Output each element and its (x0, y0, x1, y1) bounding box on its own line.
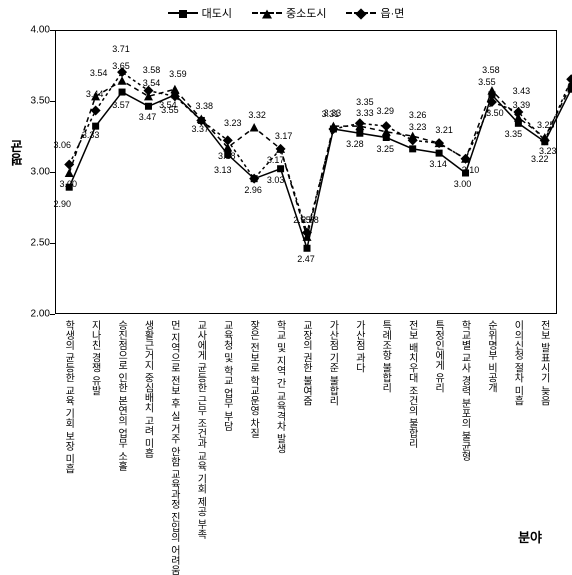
value-label: 3.44 (86, 89, 104, 99)
value-label: 3.47 (139, 112, 157, 122)
value-label: 3.25 (376, 144, 394, 154)
y-tick: 3.00 (20, 167, 50, 178)
x-tick: 학교 및 지역 간 교육격차 발생 (272, 320, 287, 454)
value-label: 3.50 (486, 108, 504, 118)
x-tick: 승진점으로 인한 본연의 업무 소홀 (114, 320, 129, 471)
x-tick: 이의신청 절차 미흡 (510, 320, 525, 406)
value-label: 3.00 (59, 179, 77, 189)
line-chart: 대도시 중소도시 읍·면 평균 분야 2.00 2.50 3.00 3.50 4.00 학… (0, 0, 572, 554)
value-label: 3.00 (454, 179, 472, 189)
value-label: 3.59 (169, 69, 187, 79)
value-label: 3.32 (248, 110, 266, 120)
value-label: 2.47 (297, 254, 315, 264)
value-label: 3.23 (409, 122, 427, 132)
y-tick: 4.00 (20, 25, 50, 36)
value-label: 3.17 (275, 131, 293, 141)
x-tick: 순위명부 비공개 (483, 320, 498, 393)
value-label: 3.38 (196, 101, 214, 111)
value-label: 3.06 (53, 140, 71, 150)
value-label: 3.03 (267, 175, 285, 185)
value-label: 2.55 (293, 215, 311, 225)
value-label: 3.22 (531, 154, 549, 164)
value-label: 3.65 (112, 61, 130, 71)
x-tick: 교사에게 균등한 근무 조건과 교육 기회 제공 부족 (193, 320, 208, 539)
value-label: 3.33 (324, 108, 342, 118)
y-axis-label: 평균 (8, 140, 27, 166)
value-label: 3.43 (513, 86, 531, 96)
value-label: 3.29 (376, 106, 394, 116)
x-tick: 가산점 기준 불합리 (325, 320, 340, 406)
value-label: 3.13 (214, 165, 232, 175)
legend-item-3: 읍·면 (346, 5, 404, 21)
value-label: 3.21 (435, 125, 453, 135)
x-tick: 학교별 교사 경력 분포의 불균형 (457, 320, 472, 461)
y-tick: 2.00 (20, 309, 50, 320)
value-label: 3.35 (505, 129, 523, 139)
legend-item-2: 중소도시 (252, 5, 326, 21)
value-label: 3.18 (218, 151, 236, 161)
x-tick: 가산점 과다 (351, 320, 366, 373)
value-label: 3.54 (90, 68, 108, 78)
value-label: 3.37 (192, 124, 210, 134)
legend: 대도시 중소도시 읍·면 (0, 5, 572, 21)
y-tick: 3.50 (20, 96, 50, 107)
value-label: 3.58 (143, 65, 161, 75)
value-label: 3.58 (482, 65, 500, 75)
value-label: 3.35 (356, 97, 374, 107)
value-label: 3.55 (161, 105, 179, 115)
value-label: 3.71 (112, 44, 130, 54)
value-label: 3.54 (143, 78, 161, 88)
x-tick: 전보 발표시기 늦음 (536, 320, 551, 406)
value-label: 3.33 (356, 108, 374, 118)
value-label: 3.57 (112, 100, 130, 110)
x-tick: 교육청 및 학교 업무 부담 (219, 320, 234, 431)
value-label: 3.23 (224, 118, 242, 128)
x-axis-label: 분야 (518, 527, 542, 546)
x-tick: 먼 지역으로 전보 후 실 거주 안함 교육과정 진입의 어려움 (166, 320, 181, 575)
legend-label: 대도시 (202, 5, 232, 21)
value-label: 3.14 (429, 159, 447, 169)
x-tick: 생활근거지 중심배치 고려 미흡 (140, 320, 155, 458)
value-label: 3.28 (346, 139, 364, 149)
x-tick: 지나친 경쟁 유발 (87, 320, 102, 396)
legend-item-1: 대도시 (168, 5, 232, 21)
value-label: 3.39 (513, 100, 531, 110)
value-label: 3.10 (462, 165, 480, 175)
legend-label: 중소도시 (286, 5, 326, 21)
y-tick: 2.50 (20, 238, 50, 249)
legend-label: 읍·면 (380, 5, 404, 21)
value-label: 3.26 (409, 110, 427, 120)
x-tick: 특례조항 불합리 (378, 320, 393, 393)
value-label: 3.55 (478, 77, 496, 87)
x-tick: 학생의 균등한 교육 기회 보장 미흡 (61, 320, 76, 474)
value-label: 2.96 (244, 185, 262, 195)
x-tick: 잦은 전보로 학교운영 차질 (246, 320, 261, 438)
value-label: 3.25 (537, 120, 555, 130)
x-tick: 전보 배치우대 조건의 불합리 (404, 320, 419, 448)
x-tick: 특정인에게 유리 (431, 320, 446, 393)
value-label: 3.17 (267, 155, 285, 165)
value-label: 3.33 (82, 130, 100, 140)
value-label: 2.90 (53, 199, 71, 209)
x-tick: 교장의 권한 불여줌 (299, 320, 314, 406)
